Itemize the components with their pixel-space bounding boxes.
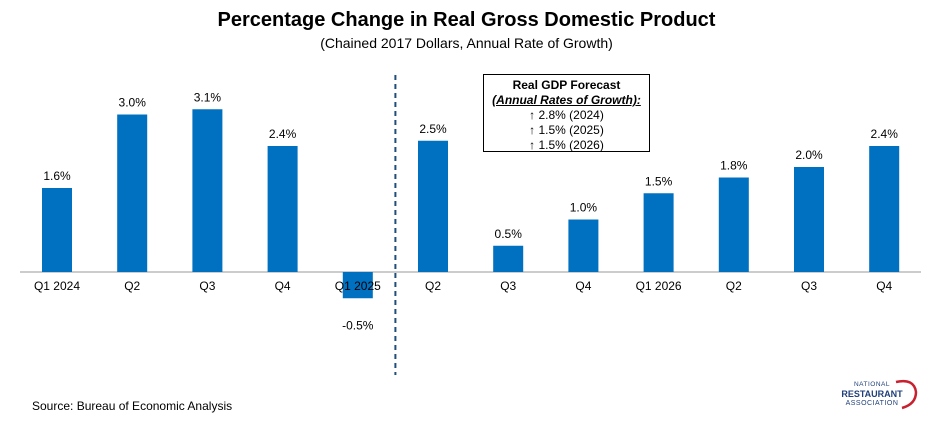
bar-3 [192, 109, 223, 272]
data-label-7: 0.5% [495, 227, 523, 241]
x-tick-label-4: Q4 [275, 279, 291, 293]
bar-5 [342, 272, 373, 299]
x-tick-label-10: Q2 [726, 279, 742, 293]
x-tick-label-11: Q3 [801, 279, 817, 293]
logo-arc-icon [895, 379, 918, 410]
data-label-5: -0.5% [342, 318, 374, 332]
bar-11 [794, 167, 824, 272]
bar-6 [418, 140, 448, 272]
data-label-9: 1.5% [645, 174, 673, 188]
data-label-12: 2.4% [871, 127, 899, 141]
x-tick-label-6: Q2 [425, 279, 441, 293]
restaurant-association-logo: NATIONAL RESTAURANT ASSOCIATION [826, 376, 918, 412]
forecast-line-2024: ↑ 2.8% (2024) [529, 108, 604, 122]
forecast-box: Real GDP Forecast (Annual Rates of Growt… [483, 74, 650, 152]
x-tick-label-8: Q4 [575, 279, 591, 293]
x-tick-label-12: Q4 [876, 279, 892, 293]
source-note: Source: Bureau of Economic Analysis [32, 399, 233, 413]
bar-12 [869, 146, 900, 272]
forecast-title: Real GDP Forecast [512, 78, 621, 92]
data-label-4: 2.4% [269, 127, 297, 141]
x-tick-label-9: Q1 2026 [636, 279, 682, 293]
data-label-2: 3.0% [119, 96, 147, 110]
logo-line-3: ASSOCIATION [845, 400, 899, 407]
forecast-subtitle: (Annual Rates of Growth): [492, 93, 641, 107]
bar-1 [42, 188, 72, 272]
bar-10 [718, 177, 749, 272]
data-label-1: 1.6% [43, 169, 71, 183]
x-tick-label-7: Q3 [500, 279, 516, 293]
data-label-8: 1.0% [570, 201, 598, 215]
data-label-10: 1.8% [720, 159, 748, 173]
chart-title: Percentage Change in Real Gross Domestic… [217, 9, 716, 31]
data-label-3: 3.1% [194, 90, 222, 104]
logo-line-2: RESTAURANT [841, 389, 903, 399]
bar-9 [643, 193, 674, 272]
x-tick-label-3: Q3 [199, 279, 215, 293]
x-tick-label-5: Q1 2025 [335, 279, 381, 293]
bar-4 [267, 146, 298, 272]
bar-2 [117, 114, 148, 272]
forecast-line-2025: ↑ 1.5% (2025) [529, 123, 604, 137]
data-label-6: 2.5% [419, 122, 447, 136]
data-label-11: 2.0% [795, 148, 823, 162]
chart-subtitle: (Chained 2017 Dollars, Annual Rate of Gr… [320, 35, 613, 51]
bar-7 [493, 245, 524, 272]
forecast-line-2026: ↑ 1.5% (2026) [529, 138, 604, 152]
bar-8 [568, 219, 599, 272]
logo-line-1: NATIONAL [853, 381, 891, 388]
x-tick-label-1: Q1 2024 [34, 279, 80, 293]
x-tick-label-2: Q2 [124, 279, 140, 293]
